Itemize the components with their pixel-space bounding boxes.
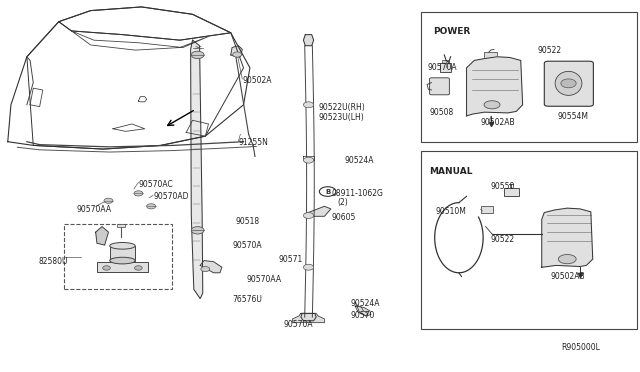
Polygon shape <box>467 57 523 116</box>
Polygon shape <box>355 306 368 316</box>
Text: 76576U: 76576U <box>232 295 262 304</box>
Ellipse shape <box>555 71 582 95</box>
Text: 90508: 90508 <box>429 108 454 118</box>
Bar <box>64 224 172 289</box>
Text: 91255N: 91255N <box>239 138 268 147</box>
Text: 90522: 90522 <box>491 235 515 244</box>
Polygon shape <box>231 46 243 57</box>
Circle shape <box>191 51 204 59</box>
FancyBboxPatch shape <box>544 61 593 106</box>
Bar <box>420 12 637 142</box>
Text: (2): (2) <box>338 198 349 207</box>
Circle shape <box>134 191 143 196</box>
Polygon shape <box>292 313 324 323</box>
Text: 82580U: 82580U <box>38 257 68 266</box>
Polygon shape <box>200 260 222 273</box>
Bar <box>481 206 493 212</box>
Text: 90502A: 90502A <box>243 76 272 85</box>
Polygon shape <box>303 35 314 46</box>
Bar <box>117 224 125 227</box>
Polygon shape <box>301 313 316 321</box>
Circle shape <box>201 266 210 272</box>
Circle shape <box>561 79 576 88</box>
Circle shape <box>104 198 113 203</box>
Text: 90570AA: 90570AA <box>246 275 282 283</box>
Bar <box>420 151 637 329</box>
FancyBboxPatch shape <box>429 78 449 95</box>
Text: 90570: 90570 <box>351 311 375 320</box>
Circle shape <box>303 157 314 163</box>
Text: 90570A: 90570A <box>232 241 262 250</box>
Circle shape <box>303 212 314 218</box>
Text: 90550: 90550 <box>491 182 515 191</box>
Text: 90605: 90605 <box>332 213 356 222</box>
Circle shape <box>233 52 242 57</box>
Circle shape <box>303 264 314 270</box>
Text: B: B <box>325 189 330 195</box>
Circle shape <box>147 204 156 209</box>
Bar <box>484 52 497 58</box>
Polygon shape <box>541 208 593 267</box>
Polygon shape <box>96 227 108 245</box>
Bar <box>440 63 451 72</box>
Ellipse shape <box>484 101 500 109</box>
Circle shape <box>134 266 142 270</box>
Polygon shape <box>305 206 331 216</box>
Text: 90570AA: 90570AA <box>77 205 112 215</box>
Bar <box>97 262 148 272</box>
Text: 90522: 90522 <box>538 46 562 55</box>
Text: 90502AB: 90502AB <box>550 272 586 281</box>
Polygon shape <box>357 306 371 316</box>
Text: 90570AD: 90570AD <box>153 192 189 201</box>
Text: 90554M: 90554M <box>557 112 588 121</box>
Bar <box>109 246 135 260</box>
Circle shape <box>102 266 110 270</box>
Text: MANUAL: MANUAL <box>429 167 473 176</box>
Text: 90570A: 90570A <box>427 63 457 72</box>
Text: 90571: 90571 <box>278 254 303 264</box>
Ellipse shape <box>558 254 576 264</box>
Circle shape <box>191 227 204 234</box>
Polygon shape <box>191 40 203 299</box>
Circle shape <box>303 102 314 108</box>
Text: 90524A: 90524A <box>351 299 380 308</box>
Bar <box>504 188 520 196</box>
Text: 90522U(RH): 90522U(RH) <box>319 103 365 112</box>
Ellipse shape <box>109 257 135 264</box>
Text: 90518: 90518 <box>236 217 260 225</box>
Text: 90502AB: 90502AB <box>481 118 515 127</box>
Text: 90510M: 90510M <box>436 206 467 216</box>
Bar <box>442 60 449 63</box>
Text: R905000L: R905000L <box>561 343 600 352</box>
Ellipse shape <box>109 243 135 249</box>
Text: 90570AC: 90570AC <box>138 180 173 189</box>
Text: 90523U(LH): 90523U(LH) <box>319 113 364 122</box>
Text: 08911-1062G: 08911-1062G <box>332 189 383 198</box>
Text: 90524A: 90524A <box>344 156 374 166</box>
Text: 90570A: 90570A <box>283 320 313 329</box>
Text: POWER: POWER <box>433 27 470 36</box>
